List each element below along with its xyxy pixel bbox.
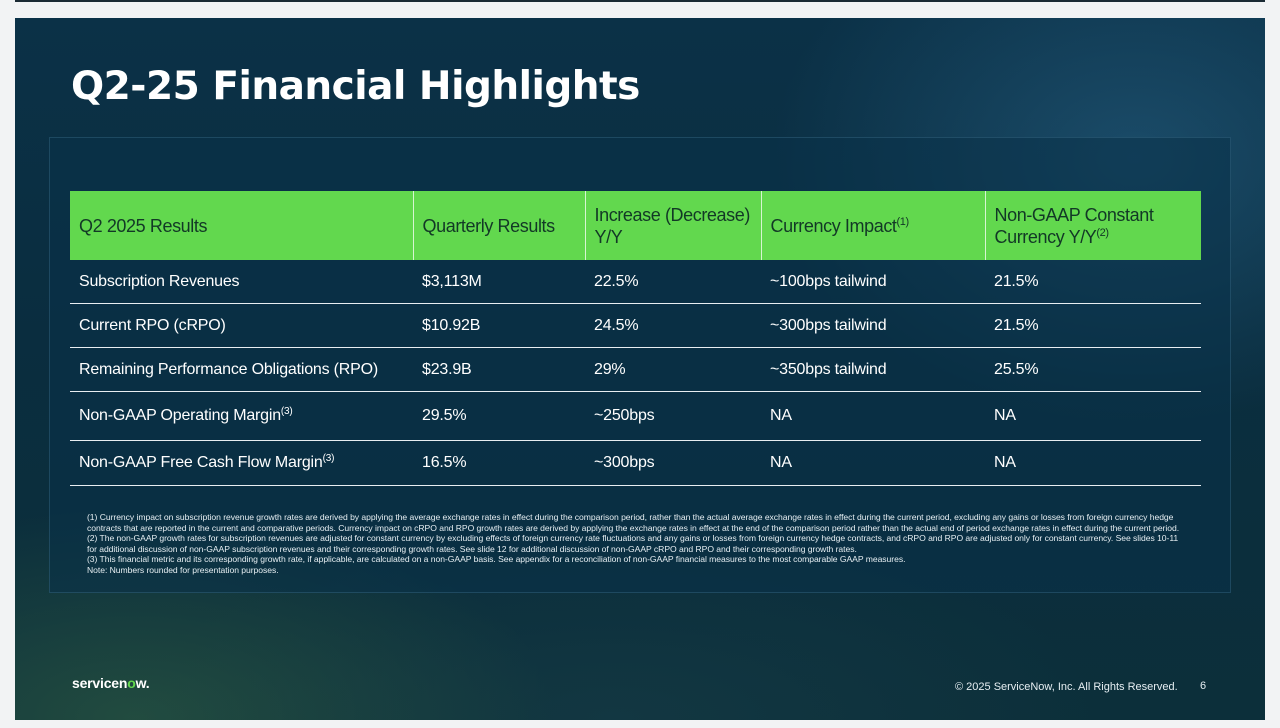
page-number: 6 — [1200, 680, 1207, 692]
constant-currency-cell: NA — [985, 440, 1201, 486]
slide: Q2-25 Financial Highlights Q2 2025 Resul… — [15, 18, 1265, 720]
column-header: Currency Impact(1) — [761, 191, 986, 260]
top-divider — [15, 0, 1265, 2]
table-row: Remaining Performance Obligations (RPO) … — [70, 347, 1201, 392]
footnote-ref: (2) — [1096, 226, 1109, 239]
increase-cell: ~250bps — [585, 391, 761, 441]
increase-cell: 24.5% — [585, 303, 761, 348]
table-header-row: Q2 2025 Results Quarterly Results Increa… — [70, 191, 1201, 260]
footnote-1: (1) Currency impact on subscription reve… — [87, 512, 1180, 533]
currency-cell: ~100bps tailwind — [761, 260, 985, 304]
quarterly-cell: $10.92B — [413, 303, 585, 348]
footnote-3: (3) This financial metric and its corres… — [87, 554, 906, 565]
servicenow-logo: servicenow. — [72, 675, 150, 691]
quarterly-cell: 16.5% — [413, 440, 585, 486]
metric-cell: Current RPO (cRPO) — [70, 303, 413, 348]
footnote-2: (2) The non-GAAP growth rates for subscr… — [87, 533, 1179, 554]
quarterly-cell: 29.5% — [413, 391, 585, 441]
constant-currency-cell: NA — [985, 391, 1201, 441]
metric-cell: Remaining Performance Obligations (RPO) — [70, 347, 413, 392]
footnote-note: Note: Numbers rounded for presentation p… — [87, 564, 279, 575]
quarterly-cell: $23.9B — [413, 347, 585, 392]
column-header: Non-GAAP Constant Currency Y/Y(2) — [985, 191, 1201, 260]
table-row: Non-GAAP Free Cash Flow Margin(3) 16.5% … — [70, 440, 1201, 486]
slide-title: Q2-25 Financial Highlights — [71, 64, 640, 109]
footnote-ref: (3) — [280, 406, 293, 417]
constant-currency-cell: 21.5% — [985, 260, 1201, 304]
copyright-text: © 2025 ServiceNow, Inc. All Rights Reser… — [955, 681, 1178, 693]
footnote-ref: (3) — [322, 453, 335, 464]
metric-cell: Subscription Revenues — [70, 260, 413, 304]
table-row: Subscription Revenues $3,113M 22.5% ~100… — [70, 260, 1201, 304]
table-row: Current RPO (cRPO) $10.92B 24.5% ~300bps… — [70, 303, 1201, 348]
results-panel: Q2 2025 Results Quarterly Results Increa… — [49, 137, 1231, 593]
table-row: Non-GAAP Operating Margin(3) 29.5% ~250b… — [70, 391, 1201, 441]
currency-cell: NA — [761, 391, 985, 441]
metric-cell: Non-GAAP Free Cash Flow Margin(3) — [70, 440, 413, 486]
quarterly-cell: $3,113M — [413, 260, 585, 304]
currency-cell: ~350bps tailwind — [761, 347, 985, 392]
results-table: Q2 2025 Results Quarterly Results Increa… — [70, 191, 1201, 486]
constant-currency-cell: 25.5% — [985, 347, 1201, 392]
column-header: Quarterly Results — [413, 191, 586, 260]
increase-cell: 22.5% — [585, 260, 761, 304]
currency-cell: NA — [761, 440, 985, 486]
column-header: Increase (Decrease) Y/Y — [585, 191, 762, 260]
increase-cell: ~300bps — [585, 440, 761, 486]
footnotes: (1) Currency impact on subscription reve… — [87, 512, 1187, 576]
increase-cell: 29% — [585, 347, 761, 392]
footnote-ref: (1) — [896, 215, 910, 228]
column-header: Q2 2025 Results — [70, 191, 414, 260]
currency-cell: ~300bps tailwind — [761, 303, 985, 348]
metric-cell: Non-GAAP Operating Margin(3) — [70, 391, 413, 441]
constant-currency-cell: 21.5% — [985, 303, 1201, 348]
